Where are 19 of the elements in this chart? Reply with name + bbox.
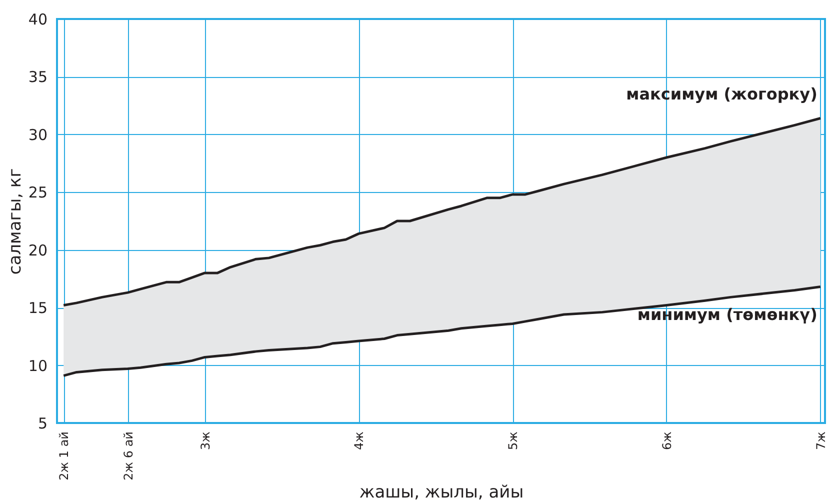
x-tick-label: 2ж 1 ай [57,432,72,480]
y-axis-title: салмагы, кг [5,168,26,275]
x-tick-label: 2ж 6 ай [121,432,136,480]
y-tick-label: 10 [28,356,48,375]
x-tick-label: 5ж [506,431,520,450]
line-series [62,117,822,307]
x-tick-label: 3ж [198,431,212,450]
y-tick-label: 5 [38,414,48,432]
x-axis-title: жашы, жылы, айы [359,482,524,502]
y-tick-label: 35 [28,68,48,86]
y-tick-label: 25 [28,184,48,202]
y-tick-label: 40 [28,10,48,28]
y-tick-label: 20 [28,241,48,260]
line-series [62,286,822,377]
x-tick-label: 6ж [660,431,674,450]
x-tick-label: 4ж [352,431,366,450]
y-tick-label: 15 [28,299,48,318]
y-tick-label: 30 [28,126,48,144]
x-tick-label: 7ж [814,431,828,450]
